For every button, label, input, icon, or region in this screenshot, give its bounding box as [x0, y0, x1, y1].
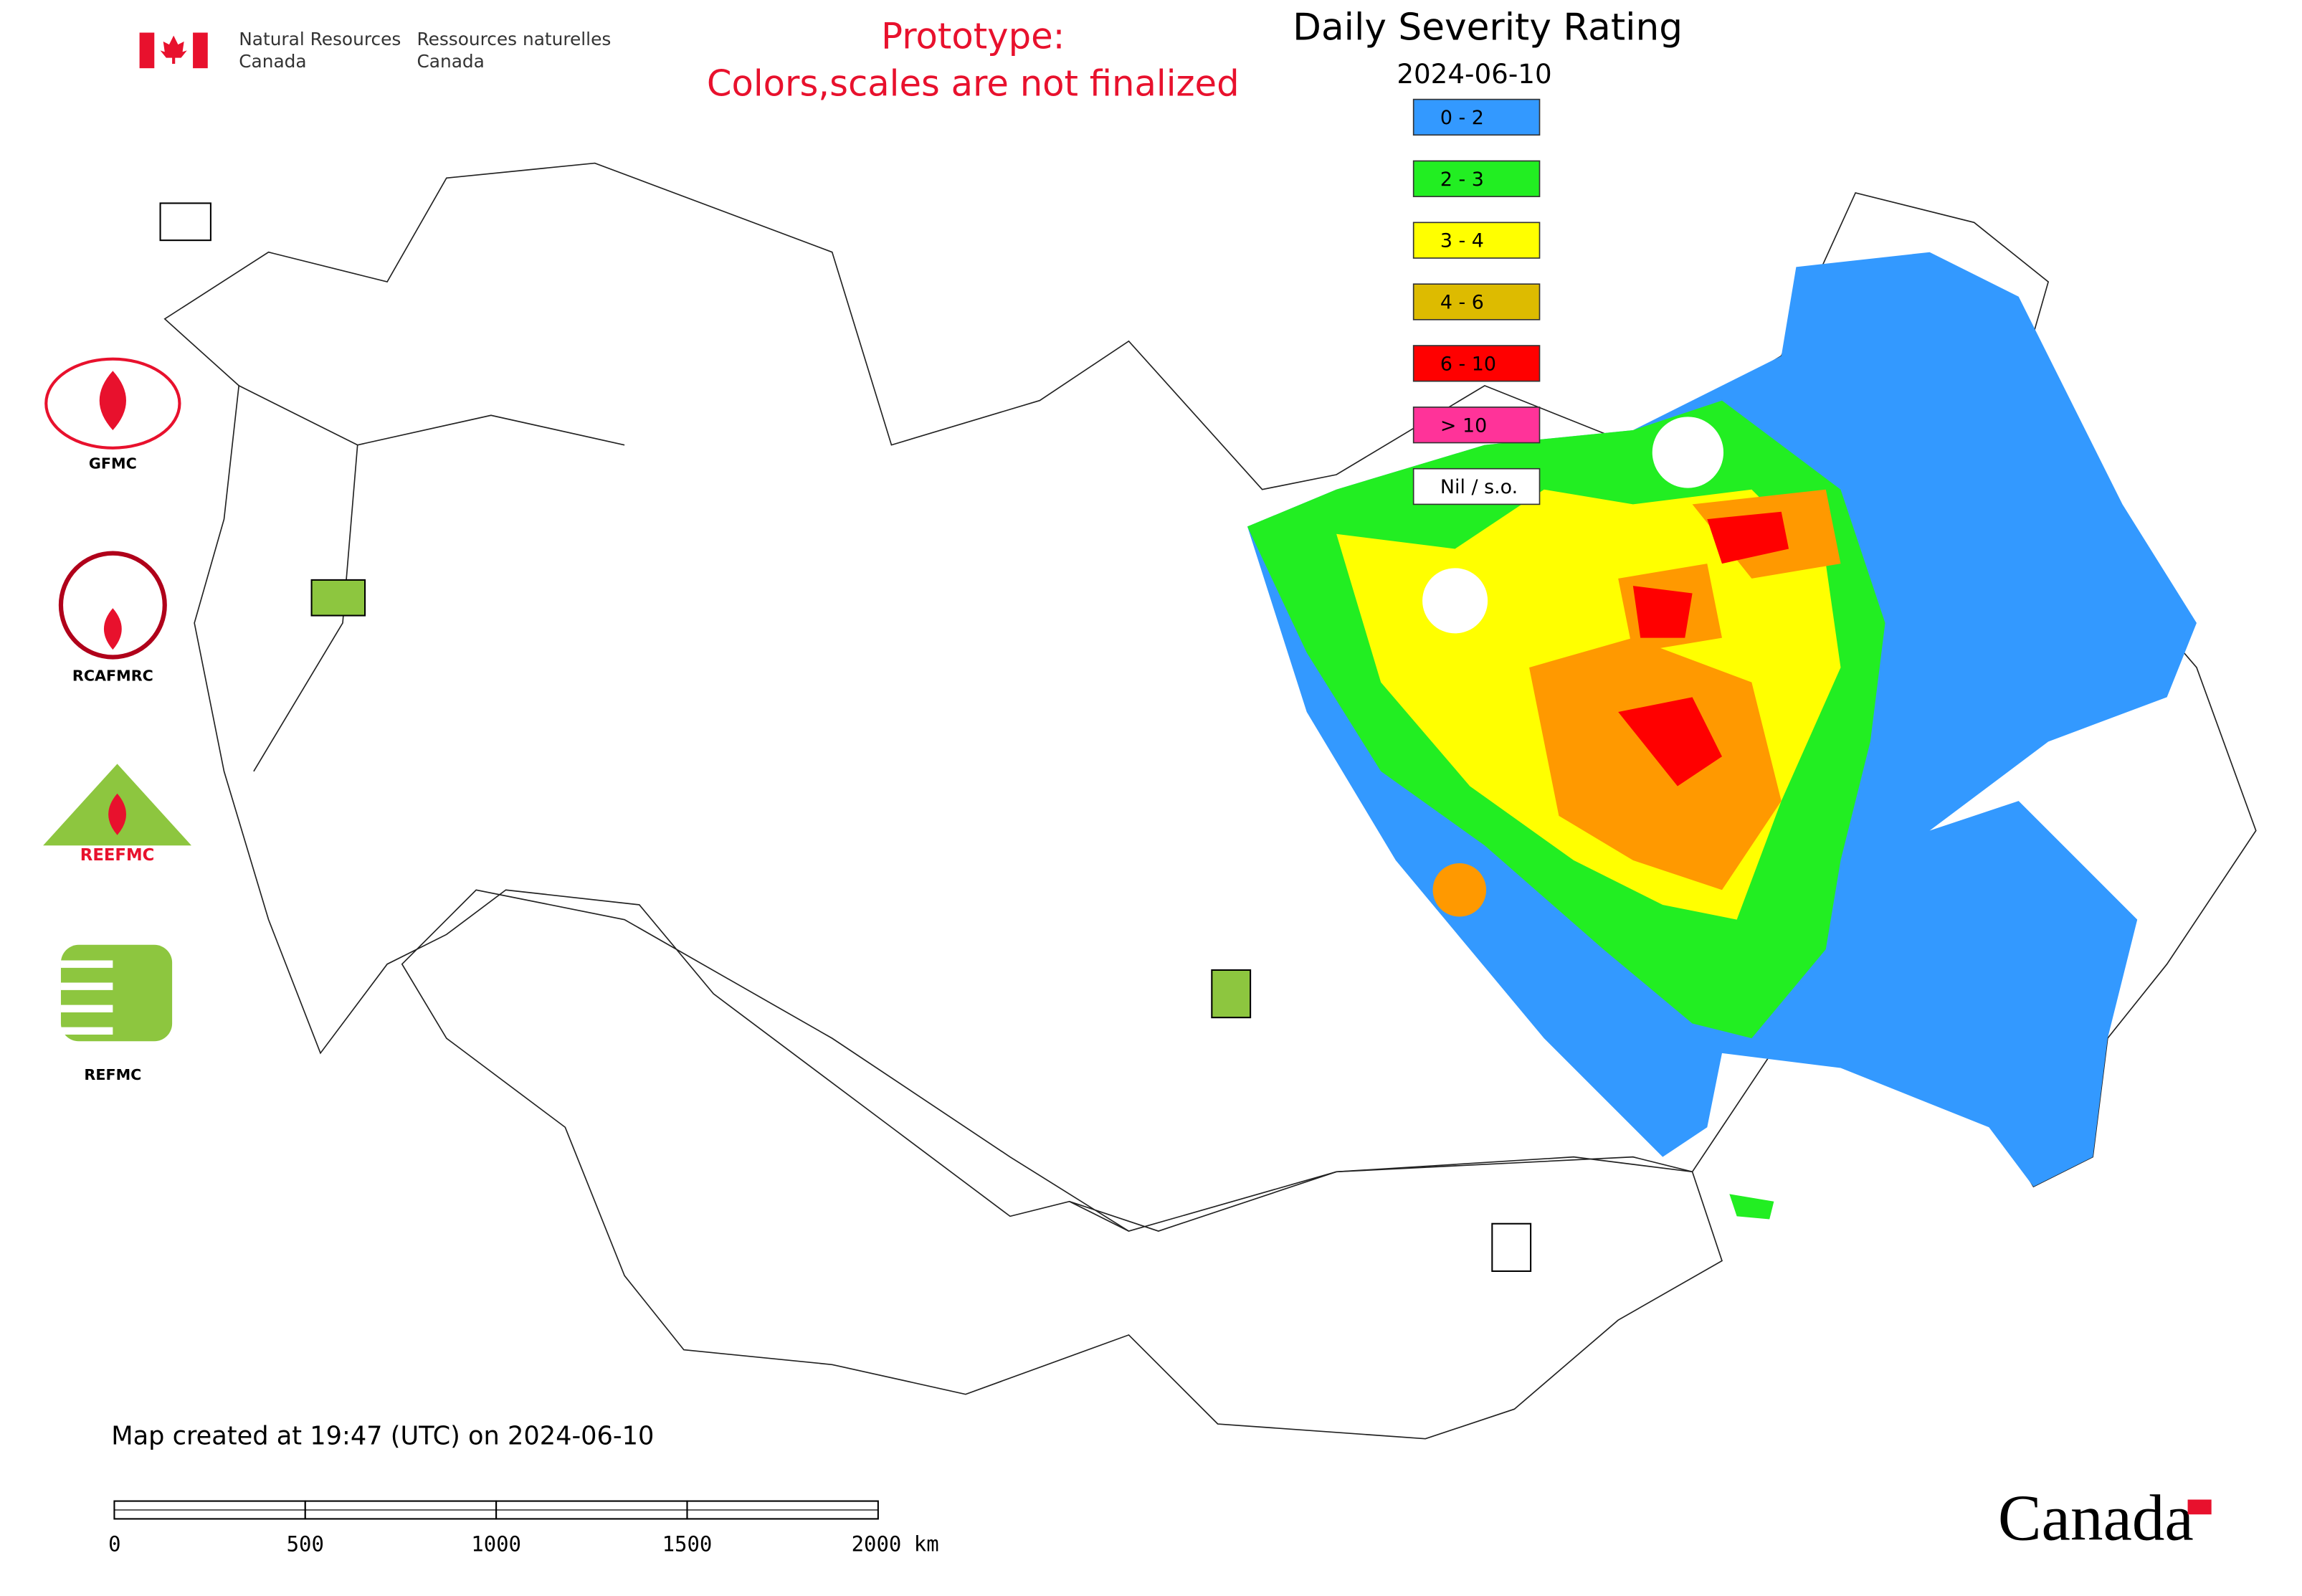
- flag-bar: [193, 32, 208, 69]
- gfmc-logo: [44, 357, 181, 450]
- logo-label: GFMC: [89, 455, 137, 472]
- agency-logos: GFMC RCAFMRC REEFMC REFMC: [43, 202, 1532, 1272]
- dept-fr: Canada: [417, 51, 484, 72]
- maple-leaf: [160, 35, 187, 64]
- rcafmrc-logo-flame: [103, 608, 122, 650]
- internal-border: [238, 385, 1129, 1232]
- legend-swatch: [1412, 283, 1541, 320]
- title: Daily Severity Rating: [1293, 6, 1683, 49]
- map-logo-marker: [310, 579, 366, 617]
- reefmc-logo-flame: [108, 793, 126, 835]
- region-6-10: [1618, 511, 1789, 787]
- legend-swatch: [1412, 467, 1541, 505]
- nil-area: [1422, 568, 1488, 634]
- scale-label: 2000 km: [852, 1532, 939, 1557]
- legend-label: > 10: [1440, 414, 1487, 437]
- scale-bar: 0 500 1000 1500 2000 km: [108, 1500, 939, 1557]
- dept-fr: Ressources naturelles: [417, 29, 611, 49]
- region-4-6: [1432, 863, 1487, 917]
- legend-swatch: [1412, 407, 1541, 444]
- flag-bar: [139, 32, 155, 69]
- legend-label: 4 - 6: [1440, 292, 1484, 314]
- wordmark-flag: [2187, 1499, 2212, 1515]
- map-logo-marker: [1491, 1222, 1532, 1272]
- legend-swatch: [1412, 160, 1541, 197]
- legend-label: Nil / s.o.: [1440, 476, 1518, 498]
- logo-label: REEFMC: [80, 846, 154, 865]
- logo-label: REFMC: [84, 1066, 141, 1083]
- rcafmrc-logo: [58, 551, 167, 660]
- scale-label: 1500: [662, 1532, 713, 1557]
- severity-surface: [1247, 252, 2197, 1220]
- legend-label: 2 - 3: [1440, 168, 1484, 191]
- map-logo-marker: [159, 202, 211, 242]
- region-4-6: [1529, 489, 1841, 890]
- dept-en: Natural Resources: [239, 29, 401, 49]
- wordmark: Canada: [1998, 1482, 2194, 1554]
- legend-label: 0 - 2: [1440, 107, 1484, 129]
- government-signature: Natural Resources Canada Ressources natu…: [139, 29, 611, 72]
- logo-label: RCAFMRC: [72, 667, 153, 684]
- map-logo-marker: [1211, 969, 1252, 1019]
- legend-label: 6 - 10: [1440, 353, 1496, 375]
- legend-swatch: [1412, 98, 1541, 136]
- date: 2024-06-10: [1397, 58, 1551, 90]
- region-2-3: [1729, 1194, 1774, 1220]
- legend-swatch: [1412, 222, 1541, 259]
- footer-note: Map created at 19:47 (UTC) on 2024-06-10: [111, 1422, 654, 1451]
- notice: Colors,scales are not finalized: [707, 62, 1240, 104]
- refmc-logo-stripes: [60, 960, 113, 1035]
- scale-label: 1000: [471, 1532, 521, 1557]
- notice: Prototype:: [881, 15, 1065, 57]
- central-asia-outline: [401, 889, 1723, 1440]
- gfmc-logo-flame: [99, 371, 126, 430]
- scale-label: 500: [287, 1532, 324, 1557]
- nil-area: [1652, 417, 1724, 488]
- scale-label: 0: [108, 1532, 120, 1557]
- refmc-logo: [60, 944, 173, 1042]
- legend-label: 3 - 4: [1440, 230, 1484, 252]
- legend-swatch: [1412, 345, 1541, 382]
- legend: 0 - 2 2 - 3 3 - 4 4 - 6 6 - 10 > 10 Nil / s.o.: [1412, 98, 1541, 505]
- dept-en: Canada: [239, 51, 306, 72]
